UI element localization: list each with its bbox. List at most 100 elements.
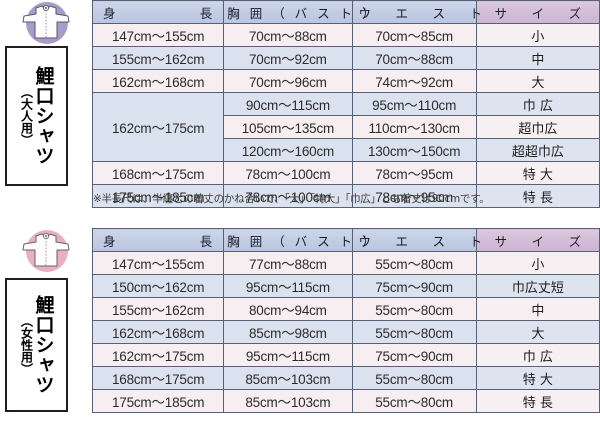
table-row: 147cm〜155cm 77cm〜88cm 55cm〜80cm 小: [91, 251, 600, 275]
column-header-height-right: 長: [199, 5, 214, 21]
cell-size: 巾 広: [475, 343, 600, 367]
column-header-size: サ イ ズ: [475, 0, 600, 24]
cell-size: 小: [475, 23, 600, 47]
table-row: 155cm〜162cm 70cm〜92cm 70cm〜88cm 中: [91, 46, 600, 70]
column-header-waist: ウ エ ス ト: [351, 228, 482, 252]
cell-height: 175cm〜185cm: [91, 184, 225, 208]
cell-bust: 85cm〜103cm: [223, 389, 353, 413]
cell-size: 特 長: [475, 389, 600, 413]
table-row: 162cm〜168cm 85cm〜98cm 55cm〜80cm 大: [91, 320, 600, 344]
footnote-adult: ※半長尺は、半纏との着丈のかね合いで、「大」「特大」「巾広」とも着丈は90cmで…: [93, 193, 490, 205]
cell-height: 147cm〜155cm: [91, 23, 225, 47]
cell-waist: 74cm〜92cm: [351, 69, 477, 93]
column-header-height-left: 身: [103, 233, 117, 249]
cell-size: 特 大: [475, 366, 600, 390]
cell-size: 大: [475, 69, 600, 93]
cell-height: 162cm〜175cm: [91, 343, 225, 367]
cell-waist: 55cm〜80cm: [351, 389, 477, 413]
shirt-badge-adult: [0, 0, 92, 48]
cell-waist: 75cm〜90cm: [351, 274, 477, 298]
cell-bust: 95cm〜115cm: [223, 343, 353, 367]
cell-height: 155cm〜162cm: [91, 297, 225, 321]
size-table-women: 身 長 胸 囲 （ バ ス ト ） ウ エ ス ト サ イ ズ: [91, 228, 600, 413]
cell-height: 162cm〜168cm: [91, 69, 225, 93]
plate-main-text: 鯉口シャツ: [32, 66, 55, 166]
section-adult: 鯉口シャツ （大人用） 身 長 胸 囲 （ バ ス ト ）: [0, 0, 600, 208]
table-row: 105cm〜135cm 110cm〜130cm 超巾広: [93, 115, 600, 139]
column-header-height-left: 身: [103, 5, 117, 21]
column-header-waist: ウ エ ス ト: [351, 0, 482, 24]
cell-waist: 70cm〜88cm: [351, 46, 477, 70]
table-row: 155cm〜162cm 80cm〜94cm 55cm〜80cm 中: [91, 297, 600, 321]
name-plate-women: 鯉口シャツ （女性用）: [5, 278, 68, 412]
cell-waist: 55cm〜80cm: [351, 251, 477, 275]
column-header-height-right: 長: [199, 233, 214, 249]
cell-size: 巾広丈短: [475, 274, 600, 298]
cell-waist: 55cm〜80cm: [351, 320, 477, 344]
cell-bust: 78cm〜100cm: [223, 161, 353, 185]
cell-height: 168cm〜175cm: [91, 366, 225, 390]
cell-size: 小: [475, 251, 600, 275]
table-row: 162cm〜175cm 95cm〜115cm 75cm〜90cm 巾 広: [91, 343, 600, 367]
cell-bust: 120cm〜160cm: [223, 138, 353, 162]
cell-height: 168cm〜175cm: [91, 161, 225, 185]
column-header-bust: 胸 囲 （ バ ス ト ）: [223, 0, 375, 24]
table-row: 150cm〜162cm 95cm〜115cm 75cm〜90cm 巾広丈短: [91, 274, 600, 298]
table-row: 162cm〜175cm 90cm〜115cm 95cm〜110cm 巾 広: [91, 92, 600, 162]
cell-waist: 55cm〜80cm: [351, 366, 477, 390]
table-row: 168cm〜175cm 78cm〜100cm 78cm〜95cm 特 大: [91, 161, 600, 185]
table-row: 162cm〜168cm 70cm〜96cm 74cm〜92cm 大: [91, 69, 600, 93]
cell-waist: 110cm〜130cm: [351, 115, 477, 139]
cell-size: 特 大: [475, 161, 600, 185]
cell-size: 大: [475, 320, 600, 344]
cell-waist: 130cm〜150cm: [351, 138, 477, 162]
cell-bust: 70cm〜88cm: [223, 23, 353, 47]
label-column-women: 鯉口シャツ （女性用）: [0, 228, 92, 412]
plate-sub-text: （大人用）: [19, 86, 34, 146]
cell-size: 特 長: [475, 184, 600, 208]
label-column-adult: 鯉口シャツ （大人用）: [0, 0, 92, 186]
cell-height: 155cm〜162cm: [91, 46, 225, 70]
cell-waist: 55cm〜80cm: [351, 297, 477, 321]
cell-bust: 70cm〜92cm: [223, 46, 353, 70]
cell-bust: 80cm〜94cm: [223, 297, 353, 321]
plate-main-text: 鯉口シャツ: [32, 295, 55, 395]
table-row: 175cm〜185cm 85cm〜103cm 55cm〜80cm 特 長: [91, 389, 600, 413]
cell-bust: 70cm〜96cm: [223, 69, 353, 93]
cell-height: 150cm〜162cm: [91, 274, 225, 298]
cell-size: 中: [475, 297, 600, 321]
cell-waist: 78cm〜95cm: [351, 184, 477, 208]
koikuchi-shirt-icon: [22, 230, 70, 272]
cell-bust: 85cm〜98cm: [223, 320, 353, 344]
section-women: 鯉口シャツ （女性用） 身 長 胸 囲 （ バ ス ト ）: [0, 228, 600, 426]
column-header-height: 身 長: [91, 228, 225, 252]
column-header-size: サ イ ズ: [475, 228, 600, 252]
cell-bust: 77cm〜88cm: [223, 251, 353, 275]
shirt-badge-women: [0, 228, 92, 276]
table-header-row: 身 長 胸 囲 （ バ ス ト ） ウ エ ス ト サ イ ズ: [91, 0, 600, 24]
cell-waist: 95cm〜110cm: [351, 92, 477, 116]
table-row: 175cm〜185cm 78cm〜100cm 78cm〜95cm 特 長: [91, 184, 600, 208]
table-header-row: 身 長 胸 囲 （ バ ス ト ） ウ エ ス ト サ イ ズ: [91, 228, 600, 252]
cell-size: 巾 広: [475, 92, 600, 116]
cell-bust: 105cm〜135cm: [223, 115, 353, 139]
cell-size: 超巾広: [475, 115, 600, 139]
cell-bust: 90cm〜115cm: [223, 92, 353, 116]
cell-bust: 78cm〜100cm: [223, 184, 353, 208]
cell-bust: 85cm〜103cm: [223, 366, 353, 390]
cell-waist: 75cm〜90cm: [351, 343, 477, 367]
cell-size: 中: [475, 46, 600, 70]
cell-height: 162cm〜168cm: [91, 320, 225, 344]
cell-bust: 95cm〜115cm: [223, 274, 353, 298]
column-header-bust: 胸 囲 （ バ ス ト ）: [223, 228, 375, 252]
cell-waist: 70cm〜85cm: [351, 23, 477, 47]
cell-size: 超超巾広: [475, 138, 600, 162]
column-header-height: 身 長: [91, 0, 225, 24]
cell-height: 175cm〜185cm: [91, 389, 225, 413]
cell-height: 147cm〜155cm: [91, 251, 225, 275]
koikuchi-shirt-icon: [22, 2, 70, 44]
name-plate-adult: 鯉口シャツ （大人用）: [5, 46, 68, 186]
plate-sub-text: （女性用）: [19, 315, 34, 375]
size-table-adult: 身 長 胸 囲 （ バ ス ト ） ウ エ ス ト サ イ ズ: [91, 0, 600, 208]
table-row: 168cm〜175cm 85cm〜103cm 55cm〜80cm 特 大: [91, 366, 600, 390]
